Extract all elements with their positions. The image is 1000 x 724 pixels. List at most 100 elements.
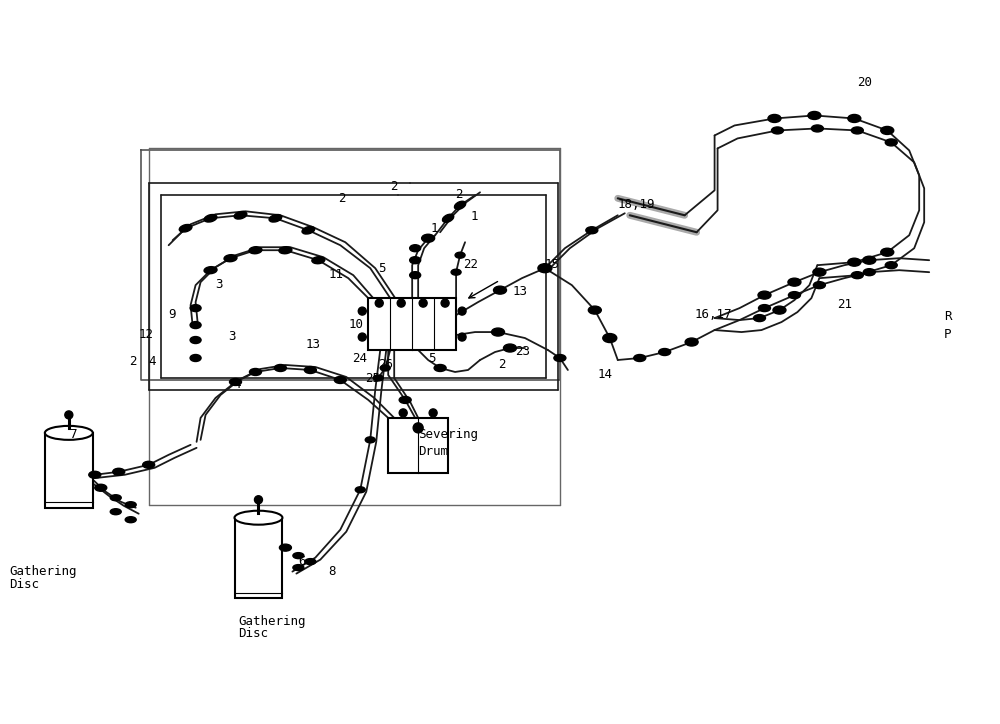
Ellipse shape xyxy=(538,264,552,273)
Ellipse shape xyxy=(293,552,304,559)
Circle shape xyxy=(375,299,383,307)
Ellipse shape xyxy=(881,248,894,256)
Ellipse shape xyxy=(851,272,863,279)
Ellipse shape xyxy=(603,334,617,342)
Ellipse shape xyxy=(410,257,421,264)
Text: 9: 9 xyxy=(169,308,176,321)
Text: Gathering: Gathering xyxy=(239,615,306,628)
Text: R: R xyxy=(944,310,952,323)
Text: 13: 13 xyxy=(513,285,528,298)
Ellipse shape xyxy=(113,468,125,475)
Circle shape xyxy=(397,299,405,307)
Text: 26: 26 xyxy=(378,358,393,371)
Text: 5: 5 xyxy=(378,262,386,275)
Ellipse shape xyxy=(95,484,107,492)
Text: Disc: Disc xyxy=(9,578,39,591)
Ellipse shape xyxy=(851,127,863,134)
Ellipse shape xyxy=(494,286,506,294)
Circle shape xyxy=(458,333,466,341)
Ellipse shape xyxy=(234,211,247,219)
Ellipse shape xyxy=(312,257,325,264)
Text: Disc: Disc xyxy=(239,628,269,641)
Bar xyxy=(235,518,282,597)
Circle shape xyxy=(358,333,366,341)
Text: 20: 20 xyxy=(857,75,872,88)
Circle shape xyxy=(429,409,437,417)
Text: 24: 24 xyxy=(352,352,367,365)
Ellipse shape xyxy=(224,255,237,261)
Circle shape xyxy=(458,307,466,315)
Ellipse shape xyxy=(554,355,566,361)
Ellipse shape xyxy=(588,306,601,314)
Ellipse shape xyxy=(190,321,201,329)
Ellipse shape xyxy=(305,559,316,565)
Bar xyxy=(45,433,93,508)
Ellipse shape xyxy=(758,291,771,299)
Ellipse shape xyxy=(442,214,454,222)
Ellipse shape xyxy=(302,227,315,234)
Text: 22: 22 xyxy=(463,258,478,272)
Bar xyxy=(368,298,456,350)
Ellipse shape xyxy=(848,114,861,122)
Ellipse shape xyxy=(863,269,875,276)
Circle shape xyxy=(413,423,423,433)
Text: 4: 4 xyxy=(234,378,241,391)
Ellipse shape xyxy=(410,245,421,252)
Ellipse shape xyxy=(759,305,770,311)
Ellipse shape xyxy=(125,502,136,508)
Text: P: P xyxy=(944,328,952,341)
Bar xyxy=(388,418,448,473)
Ellipse shape xyxy=(885,139,897,146)
Ellipse shape xyxy=(355,487,365,493)
Circle shape xyxy=(254,496,262,504)
Text: 12: 12 xyxy=(139,328,154,341)
Ellipse shape xyxy=(190,337,201,343)
Text: Gathering: Gathering xyxy=(9,565,76,578)
Text: 10: 10 xyxy=(348,318,363,331)
Ellipse shape xyxy=(249,369,261,376)
Circle shape xyxy=(65,411,73,419)
Ellipse shape xyxy=(293,565,304,571)
Ellipse shape xyxy=(204,266,217,274)
Ellipse shape xyxy=(788,292,800,298)
Ellipse shape xyxy=(235,510,282,525)
Ellipse shape xyxy=(434,364,446,371)
Text: 2: 2 xyxy=(129,355,136,368)
Ellipse shape xyxy=(771,127,783,134)
Ellipse shape xyxy=(410,272,421,279)
Circle shape xyxy=(441,299,449,307)
Ellipse shape xyxy=(863,256,876,264)
Ellipse shape xyxy=(503,344,516,352)
Ellipse shape xyxy=(586,227,598,234)
Ellipse shape xyxy=(848,258,861,266)
Ellipse shape xyxy=(334,376,346,384)
Text: 3: 3 xyxy=(216,278,223,291)
Text: 2: 2 xyxy=(455,188,463,201)
Text: 23: 23 xyxy=(515,345,530,358)
Text: 25: 25 xyxy=(365,372,380,385)
Ellipse shape xyxy=(125,517,136,523)
Circle shape xyxy=(419,299,427,307)
Circle shape xyxy=(358,307,366,315)
Text: 7: 7 xyxy=(69,428,76,441)
Text: 1: 1 xyxy=(430,222,438,235)
Text: 5: 5 xyxy=(428,352,436,365)
Ellipse shape xyxy=(492,328,504,336)
Text: 18,19: 18,19 xyxy=(618,198,655,211)
Ellipse shape xyxy=(399,397,411,403)
Text: 13: 13 xyxy=(305,338,320,351)
Ellipse shape xyxy=(634,355,646,361)
Text: 11: 11 xyxy=(328,268,343,281)
Ellipse shape xyxy=(885,261,897,269)
Circle shape xyxy=(399,409,407,417)
Ellipse shape xyxy=(230,379,241,385)
Text: 1: 1 xyxy=(470,210,478,223)
Ellipse shape xyxy=(768,114,781,122)
Ellipse shape xyxy=(110,509,121,515)
Ellipse shape xyxy=(451,269,461,275)
Ellipse shape xyxy=(811,125,823,132)
Ellipse shape xyxy=(190,355,201,361)
Ellipse shape xyxy=(45,426,93,440)
Text: 15: 15 xyxy=(545,258,560,272)
Text: 2: 2 xyxy=(390,180,398,193)
